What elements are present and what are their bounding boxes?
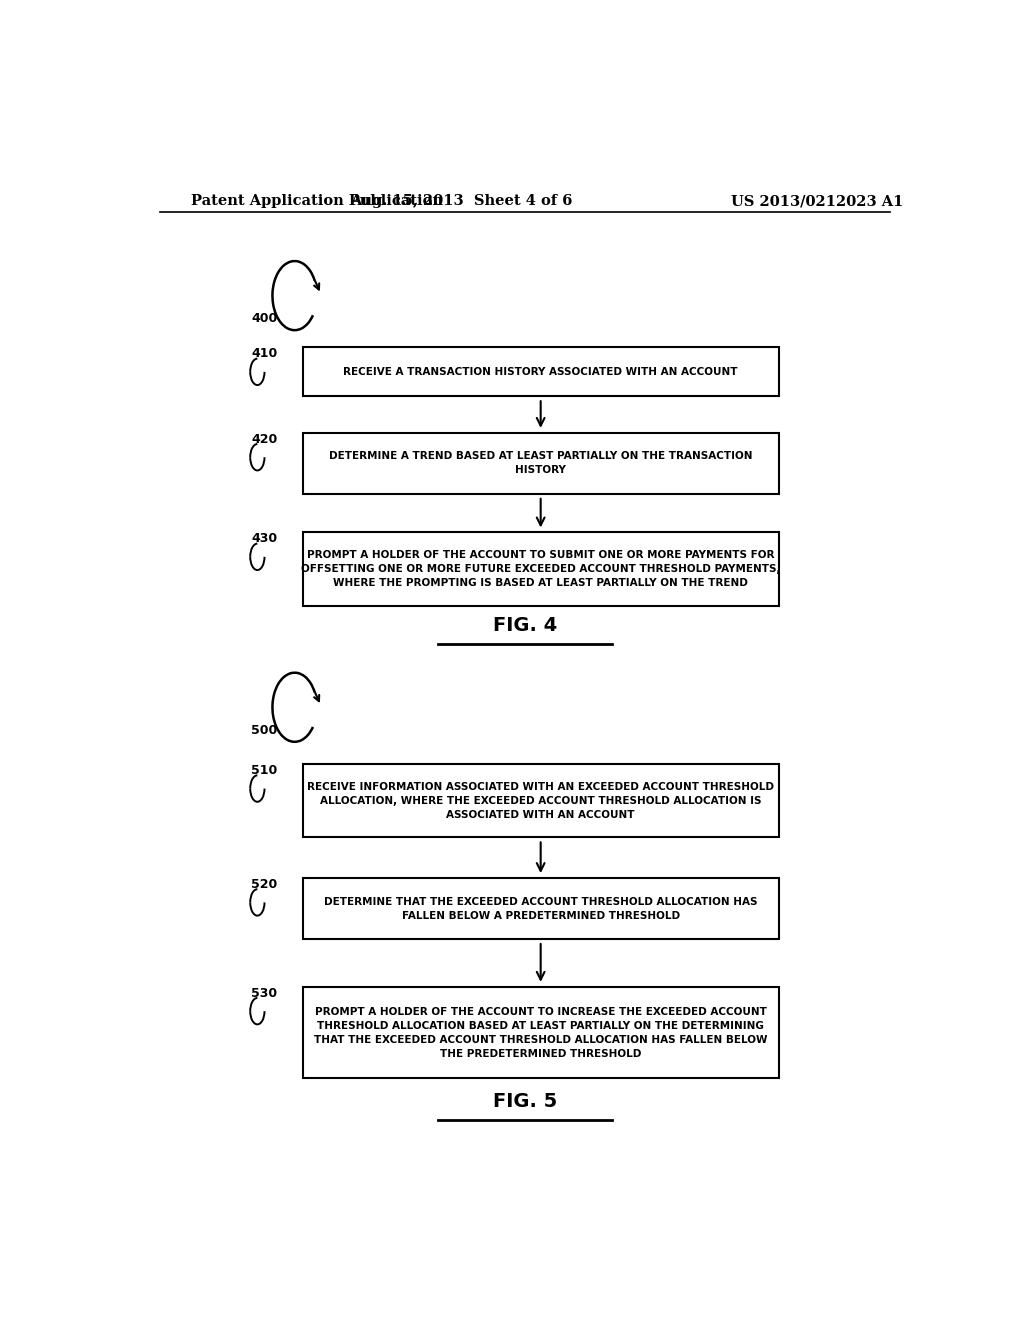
Text: 430: 430 bbox=[251, 532, 278, 545]
Text: DETERMINE THAT THE EXCEEDED ACCOUNT THRESHOLD ALLOCATION HAS
FALLEN BELOW A PRED: DETERMINE THAT THE EXCEEDED ACCOUNT THRE… bbox=[324, 896, 758, 920]
Bar bbox=[303, 878, 779, 939]
Text: DETERMINE A TREND BASED AT LEAST PARTIALLY ON THE TRANSACTION
HISTORY: DETERMINE A TREND BASED AT LEAST PARTIAL… bbox=[329, 451, 753, 475]
Text: PROMPT A HOLDER OF THE ACCOUNT TO SUBMIT ONE OR MORE PAYMENTS FOR
OFFSETTING ONE: PROMPT A HOLDER OF THE ACCOUNT TO SUBMIT… bbox=[301, 550, 780, 587]
Text: Patent Application Publication: Patent Application Publication bbox=[191, 194, 443, 209]
Bar bbox=[303, 532, 779, 606]
Text: RECEIVE A TRANSACTION HISTORY ASSOCIATED WITH AN ACCOUNT: RECEIVE A TRANSACTION HISTORY ASSOCIATED… bbox=[343, 367, 738, 376]
Bar bbox=[303, 433, 779, 494]
Text: Aug. 15, 2013  Sheet 4 of 6: Aug. 15, 2013 Sheet 4 of 6 bbox=[350, 194, 572, 209]
Text: 530: 530 bbox=[251, 987, 278, 999]
Text: 500: 500 bbox=[251, 723, 278, 737]
Text: 410: 410 bbox=[251, 347, 278, 360]
Bar bbox=[303, 347, 779, 396]
Text: FIG. 5: FIG. 5 bbox=[493, 1092, 557, 1111]
Bar bbox=[303, 987, 779, 1078]
Text: 400: 400 bbox=[251, 312, 278, 325]
Text: RECEIVE INFORMATION ASSOCIATED WITH AN EXCEEDED ACCOUNT THRESHOLD
ALLOCATION, WH: RECEIVE INFORMATION ASSOCIATED WITH AN E… bbox=[307, 781, 774, 820]
Text: PROMPT A HOLDER OF THE ACCOUNT TO INCREASE THE EXCEEDED ACCOUNT
THRESHOLD ALLOCA: PROMPT A HOLDER OF THE ACCOUNT TO INCREA… bbox=[314, 1007, 767, 1059]
Bar bbox=[303, 764, 779, 837]
Text: 420: 420 bbox=[251, 433, 278, 446]
Text: 510: 510 bbox=[251, 764, 278, 777]
Text: 520: 520 bbox=[251, 878, 278, 891]
Text: FIG. 4: FIG. 4 bbox=[493, 616, 557, 635]
Text: US 2013/0212023 A1: US 2013/0212023 A1 bbox=[731, 194, 903, 209]
